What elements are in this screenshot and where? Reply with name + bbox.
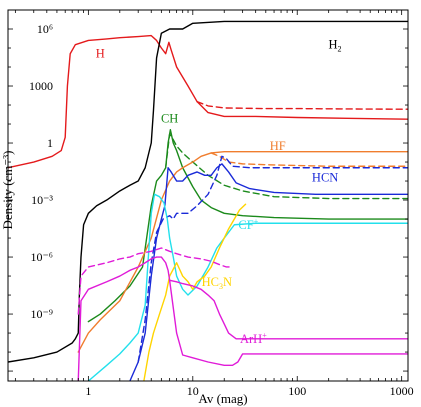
label-h: H <box>96 47 105 61</box>
y-tick-label: 10⁻³ <box>31 193 53 207</box>
y-tick-label: 1 <box>47 136 53 150</box>
series-line-hf <box>77 150 408 353</box>
series-line-h <box>8 34 408 169</box>
series-line-hcn-dash <box>137 155 408 363</box>
label-hc3n: HC3N <box>202 275 232 291</box>
y-axis-title: Density (cm⁻³) <box>0 151 15 230</box>
series-line-ch <box>87 129 408 323</box>
series-line-arh-b <box>168 279 408 367</box>
series-layer <box>8 20 408 381</box>
label-hcn: HCN <box>312 171 338 185</box>
series-line-arh- <box>77 256 408 381</box>
x-tick-label: 1000 <box>390 384 414 398</box>
y-tick-label: 10⁶ <box>37 22 53 36</box>
series-line-hcn <box>129 163 408 381</box>
x-tick-label: 10 <box>187 384 199 398</box>
label-arh-: ArH+ <box>240 331 267 346</box>
tick-layer: 1 10 100 1000 10⁻⁹ 10⁻⁶ 10⁻³ 1 1000 10⁶ <box>8 10 414 398</box>
label-h2: H2 <box>328 38 341 54</box>
y-tick-label: 1000 <box>29 79 53 93</box>
x-tick-label: 100 <box>288 384 306 398</box>
y-tick-label: 10⁻⁹ <box>30 307 53 321</box>
plot-frame <box>7 9 409 382</box>
series-line-ch-dash <box>164 133 408 200</box>
series-line-h2 <box>8 20 408 363</box>
series-line-hf-dash <box>210 152 408 167</box>
label-ch: CH <box>161 111 178 125</box>
x-axis-title: Av (mag) <box>198 391 247 406</box>
y-tick-label: 10⁻⁶ <box>30 250 53 264</box>
species-label-layer: H H2 CH HF HCN CF+ HC3N ArH+ <box>96 38 342 346</box>
label-hf: HF <box>270 139 286 153</box>
label-cf-: CF+ <box>238 217 258 232</box>
series-line-arh-dash <box>77 247 234 315</box>
x-tick-label: 1 <box>85 384 91 398</box>
series-line-h-dash <box>196 100 408 110</box>
